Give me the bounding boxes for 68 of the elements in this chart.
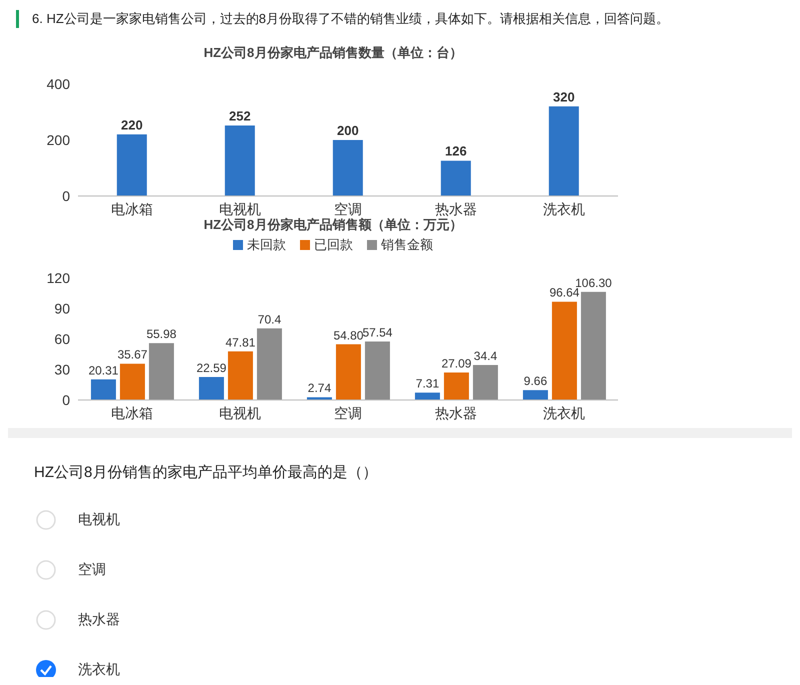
legend-label: 已回款 [313,236,353,254]
x-tick-label: 电视机 [219,200,261,217]
bar [580,292,606,400]
bar [444,372,469,400]
bar [224,125,255,196]
x-tick-label: 热水器 [435,404,477,421]
y-tick-label: 120 [46,270,70,286]
data-label: 47.81 [225,335,256,350]
data-label: 54.80 [333,328,364,342]
y-tick-label: 60 [54,330,70,347]
data-label: 35.67 [117,348,148,362]
data-label: 220 [121,117,143,132]
bar [364,342,390,400]
y-tick-label: 400 [46,76,70,92]
data-label: 34.4 [474,349,498,364]
x-tick-label: 空调 [334,200,362,217]
chart-title: HZ公司8月份家电产品销售数量（单位：台） [202,44,464,62]
data-label: 57.54 [362,326,393,340]
x-tick-label: 洗衣机 [543,404,585,421]
data-label: 27.09 [441,356,472,370]
text: 电视机 [78,511,120,529]
text: HZ公司8月份销售的家电产品平均单价最高的是（） [34,463,378,482]
x-tick-label: 热水器 [435,200,477,217]
legend-label: 销售金额 [380,236,433,254]
data-label: 9.66 [524,374,548,388]
data-label: 126 [445,144,467,159]
bar [552,302,577,400]
data-label: 320 [553,89,575,104]
x-tick-label: 电视机 [219,404,261,421]
data-label: 20.31 [88,363,119,378]
data-label: 55.98 [146,327,177,342]
y-tick-label: 90 [54,300,70,316]
bar [116,134,147,196]
text: 空调 [78,561,106,579]
data-label: 22.59 [196,361,227,376]
y-tick-label: 0 [62,392,70,408]
bar [440,160,471,196]
bar [148,343,174,400]
bar [548,106,579,196]
x-tick-label: 空调 [334,404,362,421]
bar [198,377,224,400]
bar [306,397,332,400]
bar [332,140,363,196]
y-tick-label: 0 [62,188,70,204]
data-label: 96.64 [549,286,580,300]
data-label: 70.4 [258,312,282,326]
bar [228,351,253,400]
text: 6. HZ公司是一家家电销售公司，过去的8月份取得了不错的销售业绩，具体如下。请根据相关信息，回答问题。 [32,10,670,28]
bar [472,365,498,400]
y-tick-label: 200 [46,132,70,148]
text: 热水器 [78,611,120,629]
legend-label: 未回款 [246,236,286,254]
bar [336,344,361,400]
x-tick-label: 电冰箱 [111,404,153,421]
data-label: 200 [337,123,359,138]
chart-title: HZ公司8月份家电产品销售额（单位：万元） [202,216,464,234]
bar [120,364,145,400]
data-label: 2.74 [308,381,332,396]
x-tick-label: 电冰箱 [111,200,153,217]
x-tick-label: 洗衣机 [543,200,585,217]
bar [90,379,116,400]
bar [414,392,440,400]
y-tick-label: 30 [54,361,70,378]
data-label: 7.31 [416,376,440,391]
bar [522,390,548,400]
bar [256,328,282,400]
text: 洗衣机 [78,661,120,679]
data-label: 252 [229,108,251,124]
